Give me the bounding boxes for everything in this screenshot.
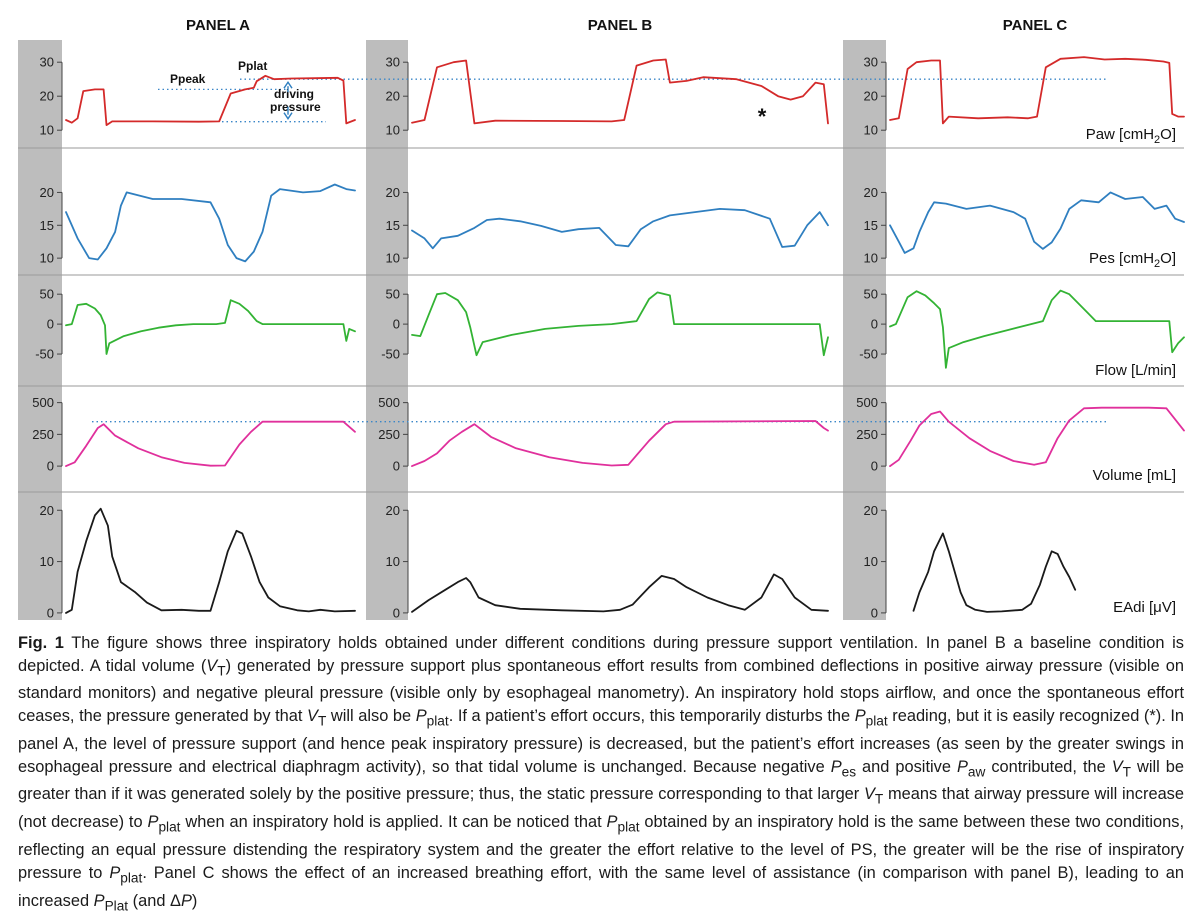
y-tick-label: 500 [378, 395, 400, 410]
y-tick-label: 10 [40, 554, 54, 569]
y-tick-label: 10 [40, 123, 54, 138]
y-tick-label: 50 [386, 287, 400, 302]
y-tick-label: 10 [864, 251, 878, 266]
driving-pressure-label-1: driving [274, 87, 314, 101]
panel-titles: PANEL A PANEL B PANEL C [186, 17, 1067, 34]
driving-arrow-head-up-icon [283, 80, 293, 89]
y-tick-label: 20 [40, 185, 54, 200]
ppeak-label: Ppeak [170, 72, 206, 86]
trace-pes-panel-C [889, 191, 1185, 254]
trace-paw-panel-A [65, 74, 356, 126]
y-tick-label: 500 [32, 395, 54, 410]
y-tick-label: 0 [871, 317, 878, 332]
figure-caption: Fig. 1 The figure shows three inspirator… [18, 632, 1184, 918]
y-tick-label: 30 [864, 55, 878, 70]
y-tick-label: 20 [40, 503, 54, 518]
figure-1-ventilation-waveforms: 102030101520-500500250500010201020301015… [0, 0, 1200, 625]
row-label-pes: Pes [cmH2O] [1089, 250, 1176, 270]
y-tick-label: 250 [856, 427, 878, 442]
caption-fig-label: Fig. 1 [18, 634, 64, 652]
y-tick-label: 20 [386, 185, 400, 200]
trace-vol-panel-B [411, 420, 829, 467]
y-tick-label: 30 [386, 55, 400, 70]
y-tick-label: 250 [32, 427, 54, 442]
trace-vol-panel-C [889, 406, 1185, 467]
y-tick-label: -50 [381, 347, 400, 362]
panel-title-C: PANEL C [1003, 17, 1068, 34]
y-tick-label: 10 [40, 251, 54, 266]
y-tick-label: 500 [856, 395, 878, 410]
y-tick-label: 50 [864, 287, 878, 302]
row-label-vol: Volume [mL] [1093, 467, 1176, 484]
y-tick-label: 20 [864, 185, 878, 200]
y-tick-label: 20 [864, 89, 878, 104]
driving-pressure-label-2: pressure [270, 100, 321, 114]
row-label-eadi: EAdi [μV] [1113, 599, 1176, 616]
row-labels: Paw [cmH2O] Pes [cmH2O] Flow [L/min] Volume… [1086, 126, 1176, 616]
row-dividers [18, 147, 1184, 493]
trace-pes-panel-B [411, 208, 829, 250]
y-tick-label: 10 [386, 554, 400, 569]
row-label-flow: Flow [L/min] [1095, 362, 1176, 379]
y-tick-label: 0 [393, 605, 400, 620]
trace-eadi-panel-C [912, 532, 1077, 613]
trace-flow-panel-C [889, 289, 1185, 369]
y-tick-label: 15 [40, 218, 54, 233]
y-tick-label: 0 [871, 605, 878, 620]
y-tick-label: 15 [864, 218, 878, 233]
y-tick-label: 20 [40, 89, 54, 104]
y-tick-label: 10 [864, 554, 878, 569]
y-tick-label: 15 [386, 218, 400, 233]
y-tick-label: 30 [40, 55, 54, 70]
trace-paw-panel-B [411, 58, 829, 125]
y-tick-label: 0 [47, 317, 54, 332]
y-tick-label: 0 [47, 459, 54, 474]
panel-title-B: PANEL B [588, 17, 653, 34]
y-tick-label: 250 [378, 427, 400, 442]
figure-background [0, 0, 1200, 625]
y-tick-label: 0 [393, 317, 400, 332]
traces [65, 56, 1185, 614]
y-tick-label: 10 [864, 123, 878, 138]
y-tick-label: 20 [864, 503, 878, 518]
y-tick-label: 0 [47, 605, 54, 620]
y-tick-label: -50 [859, 347, 878, 362]
y-tick-label: 0 [393, 459, 400, 474]
trace-flow-panel-B [411, 291, 829, 357]
caption-text: The figure shows three inspiratory holds… [18, 634, 1185, 913]
y-tick-label: 10 [386, 251, 400, 266]
y-tick-label: 10 [386, 123, 400, 138]
y-tick-label: 20 [386, 503, 400, 518]
driving-arrow-head-down-icon [283, 112, 293, 120]
pplat-label: Pplat [238, 59, 267, 73]
row-label-paw: Paw [cmH2O] [1086, 126, 1176, 146]
effort-asterisk: * [758, 104, 767, 129]
y-tick-label: -50 [35, 347, 54, 362]
trace-pes-panel-A [65, 183, 356, 263]
trace-paw-panel-C [889, 56, 1185, 125]
y-tick-label: 50 [40, 287, 54, 302]
panel-title-A: PANEL A [186, 17, 250, 34]
reference-lines [92, 78, 1108, 423]
y-tick-label: 0 [871, 459, 878, 474]
axis-band-C [843, 40, 886, 620]
trace-eadi-panel-B [411, 573, 829, 613]
trace-vol-panel-A [65, 420, 356, 467]
axis-band-B [366, 40, 408, 620]
trace-eadi-panel-A [65, 507, 356, 614]
axis-band-A [18, 40, 62, 620]
trace-flow-panel-A [65, 299, 356, 355]
axes: 102030101520-500500250500010201020301015… [32, 55, 887, 620]
gray-axis-bands [18, 40, 886, 620]
y-tick-label: 20 [386, 89, 400, 104]
